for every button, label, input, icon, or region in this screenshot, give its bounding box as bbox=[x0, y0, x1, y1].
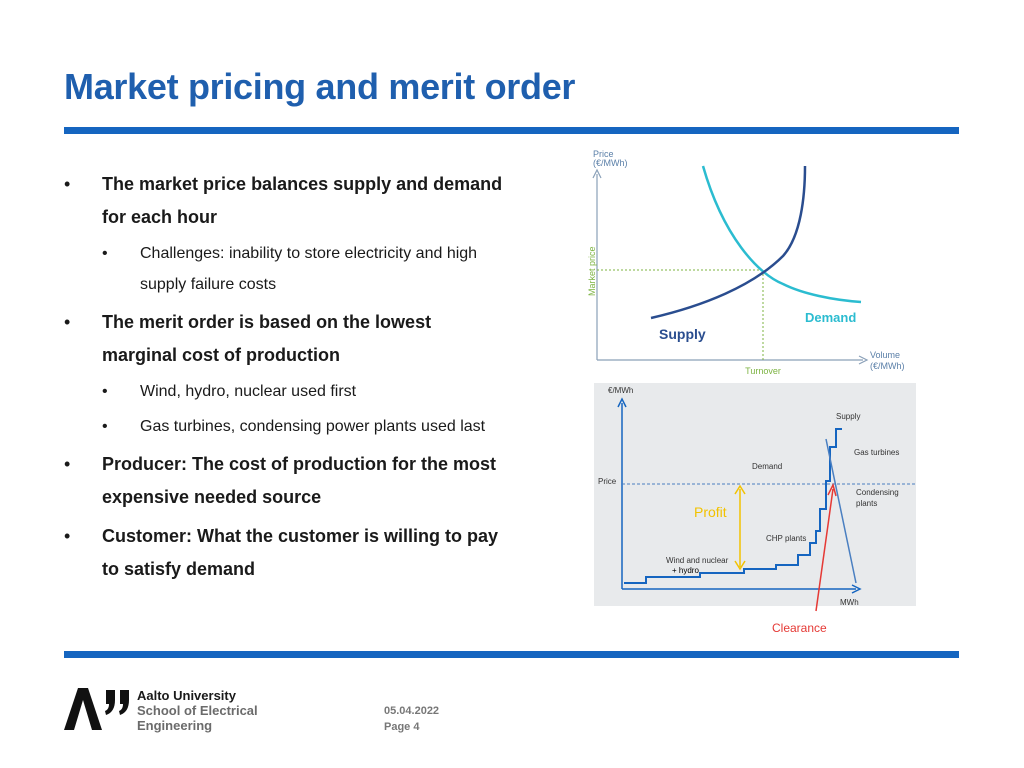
clearance-arrowhead bbox=[827, 482, 837, 497]
demand-label: Demand bbox=[752, 462, 782, 471]
bullet-text: Customer: What the customer is willing t… bbox=[102, 526, 499, 579]
sub-bullet-text: Wind, hydro, nuclear used first bbox=[140, 383, 357, 400]
supply-curve bbox=[650, 165, 807, 320]
clearance-label: Clearance bbox=[772, 621, 827, 635]
sub-bullet-item: • Gas turbines, condensing power plants … bbox=[64, 411, 504, 442]
university-name: Aalto University School of Electrical En… bbox=[137, 688, 258, 733]
gas-turbines-label: Gas turbines bbox=[854, 448, 899, 457]
supply-step-curve bbox=[624, 428, 842, 584]
y-axis-arrow bbox=[617, 397, 627, 408]
x-axis-label: MWh bbox=[840, 598, 859, 607]
merit-order-diagram: €/MWh MWh Price Supply Gas turbines Dema… bbox=[594, 383, 916, 635]
supply-label: Supply bbox=[659, 326, 706, 342]
sub-bullet-text: Gas turbines, condensing power plants us… bbox=[140, 418, 486, 435]
bullet-text: The market price balances supply and dem… bbox=[102, 174, 503, 227]
bullet-dot: • bbox=[102, 383, 108, 400]
y-axis-label: Price bbox=[593, 149, 614, 159]
bullet-text: The merit order is based on the lowest m… bbox=[102, 312, 432, 365]
profit-arrowhead-top bbox=[734, 484, 746, 495]
turnover-label: Turnover bbox=[745, 366, 781, 376]
price-label: Price bbox=[598, 477, 617, 486]
bullet-text: Producer: The cost of production for the… bbox=[102, 454, 497, 507]
demand-curve bbox=[701, 165, 862, 304]
supply-demand-diagram: Price (€/MWh) Market price Supply Demand… bbox=[587, 149, 905, 376]
wind-nuclear-label: Wind and nuclear bbox=[666, 556, 729, 565]
chp-plants-label: CHP plants bbox=[766, 534, 806, 543]
profit-arrowhead-bottom bbox=[734, 560, 746, 571]
sub-bullet-item: • Challenges: inability to store electri… bbox=[64, 238, 504, 300]
x-axis-unit-label: (€/MWh) bbox=[870, 361, 905, 371]
header-divider bbox=[64, 127, 959, 134]
university-line: Aalto University bbox=[137, 688, 236, 703]
demand-line bbox=[825, 438, 857, 584]
date-label: 05.04.2022 bbox=[384, 705, 440, 717]
aalto-logo-icon bbox=[64, 688, 129, 730]
footer-divider bbox=[64, 651, 959, 658]
x-axis-arrow bbox=[858, 355, 869, 365]
bullet-item: • The market price balances supply and d… bbox=[64, 168, 504, 234]
footer-meta: 05.04.2022 Page 4 bbox=[384, 703, 439, 735]
y-axis-unit-label: (€/MWh) bbox=[593, 158, 628, 168]
y-axis-label: €/MWh bbox=[608, 386, 633, 395]
profit-label: Profit bbox=[694, 504, 727, 520]
bullet-list: • The market price balances supply and d… bbox=[64, 168, 504, 586]
bullet-item: • The merit order is based on the lowest… bbox=[64, 306, 504, 372]
sub-bullet-text: Challenges: inability to store electrici… bbox=[140, 245, 478, 293]
x-axis-label: Volume bbox=[870, 350, 900, 360]
sub-bullet-item: • Wind, hydro, nuclear used first bbox=[64, 376, 504, 407]
page-number: Page 4 bbox=[384, 721, 420, 733]
condensing-label: Condensing bbox=[856, 488, 899, 497]
supply-label: Supply bbox=[836, 412, 860, 421]
school-line: Engineering bbox=[137, 718, 213, 733]
bullet-dot: • bbox=[64, 454, 71, 474]
hydro-label: + hydro bbox=[672, 566, 699, 575]
bullet-item: • Producer: The cost of production for t… bbox=[64, 448, 504, 514]
x-axis-arrow bbox=[851, 584, 862, 594]
bullet-dot: • bbox=[102, 418, 108, 435]
demand-label: Demand bbox=[805, 310, 856, 325]
bullet-dot: • bbox=[102, 245, 108, 262]
clearance-arrow bbox=[815, 488, 834, 612]
slide-title: Market pricing and merit order bbox=[64, 66, 576, 107]
bullet-dot: • bbox=[64, 526, 71, 546]
market-price-label: Market price bbox=[587, 246, 597, 296]
bullet-item: • Customer: What the customer is willing… bbox=[64, 520, 504, 586]
bullet-dot: • bbox=[64, 312, 71, 332]
y-axis-arrow bbox=[592, 168, 602, 179]
bullet-dot: • bbox=[64, 174, 71, 194]
condensing-plants-label: plants bbox=[856, 499, 877, 508]
school-line: School of Electrical bbox=[137, 703, 258, 718]
